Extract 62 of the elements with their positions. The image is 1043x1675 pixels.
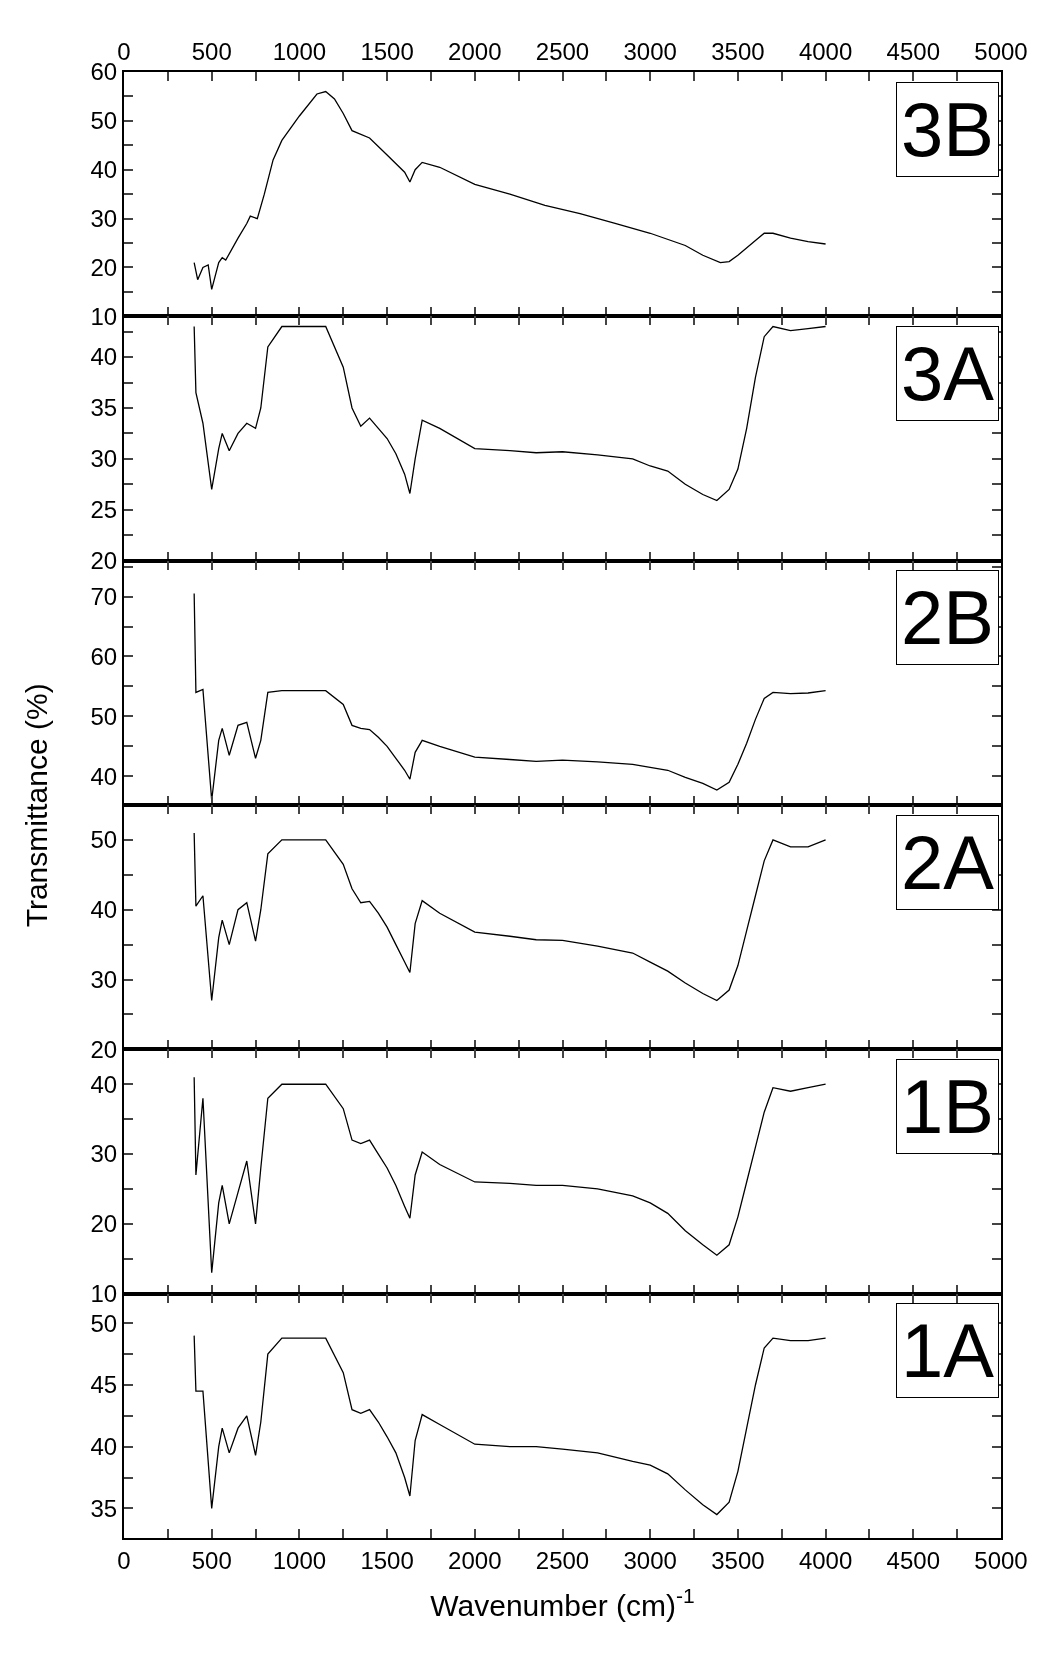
x-tick-label: 5000: [974, 1546, 1028, 1574]
x-tick-label: 3000: [623, 1546, 677, 1574]
x-tick-label: 3500: [711, 38, 765, 66]
x-tick-label: 2000: [448, 38, 502, 66]
y-tick-label: 45: [90, 1371, 118, 1399]
y-tick-label: 30: [90, 965, 118, 993]
y-tick-label: 35: [90, 1494, 118, 1522]
y-tick-label: 50: [90, 702, 118, 730]
x-tick-label: 1500: [360, 1546, 414, 1574]
line-series: [193, 1334, 827, 1516]
x-tick-label: 4500: [886, 38, 940, 66]
y-tick-label: 60: [90, 58, 118, 86]
annotation: 1A: [901, 1308, 995, 1393]
x-tick-label: 3000: [623, 38, 677, 66]
x-tick-label: 1500: [360, 38, 414, 66]
x-tick-label: 0: [117, 1546, 131, 1574]
x-tick-label: 0: [117, 38, 131, 66]
x-tick-label: 2000: [448, 1546, 502, 1574]
y-tick-label: 60: [90, 642, 118, 670]
x-tick-label: 2500: [535, 1546, 590, 1574]
y-tick-label: 40: [90, 1070, 118, 1098]
y-tick-label: 20: [90, 253, 118, 281]
x-tick-label: 1000: [272, 38, 327, 66]
y-tick-label: 20: [90, 1210, 118, 1238]
annotation: 2B: [901, 575, 994, 660]
x-tick-label: 4000: [798, 1546, 853, 1574]
annotation: 1B: [901, 1064, 994, 1149]
y-tick-label: 20: [90, 1035, 118, 1063]
line-series: [193, 832, 827, 1002]
y-tick-label: 20: [90, 547, 118, 575]
y-tick-label: 35: [90, 394, 118, 422]
x-tick-label: 500: [191, 1546, 232, 1574]
line-series: [193, 90, 827, 291]
x-tick-label: 4500: [886, 1546, 940, 1574]
y-tick-label: 10: [90, 302, 118, 330]
y-tick-label: 30: [90, 1140, 118, 1168]
x-tick-label: 2500: [535, 38, 590, 66]
y-tick-label: 40: [90, 156, 118, 184]
y-tick-label: 10: [90, 1280, 118, 1308]
y-tick-label: 50: [90, 826, 118, 854]
annotation: 3B: [901, 87, 994, 172]
x-tick-label: 4000: [798, 38, 853, 66]
y-tick-label: 30: [90, 445, 118, 473]
y-tick-label: 25: [90, 496, 118, 524]
y-tick-label: 30: [90, 205, 118, 232]
x-tick-label: 5000: [974, 38, 1028, 66]
y-axis-title: Transmittance (%): [20, 683, 54, 928]
line-series: [193, 1076, 827, 1274]
line-series: [193, 325, 827, 502]
x-tick-label: 1000: [272, 1546, 327, 1574]
y-tick-label: 40: [90, 343, 118, 371]
y-tick-label: 50: [90, 107, 118, 135]
y-tick-label: 40: [90, 896, 118, 924]
y-tick-label: 50: [90, 1309, 118, 1337]
x-tick-label: 500: [191, 38, 232, 66]
y-tick-label: 40: [90, 1433, 118, 1461]
x-tick-label: 3500: [711, 1546, 765, 1574]
y-tick-label: 70: [90, 583, 118, 610]
annotation: 3A: [901, 331, 995, 416]
x-axis-title: Wavenumber (cm)$^{-1}$: [430, 1584, 695, 1622]
y-tick-label: 40: [90, 762, 118, 790]
annotation: 2A: [901, 820, 995, 905]
